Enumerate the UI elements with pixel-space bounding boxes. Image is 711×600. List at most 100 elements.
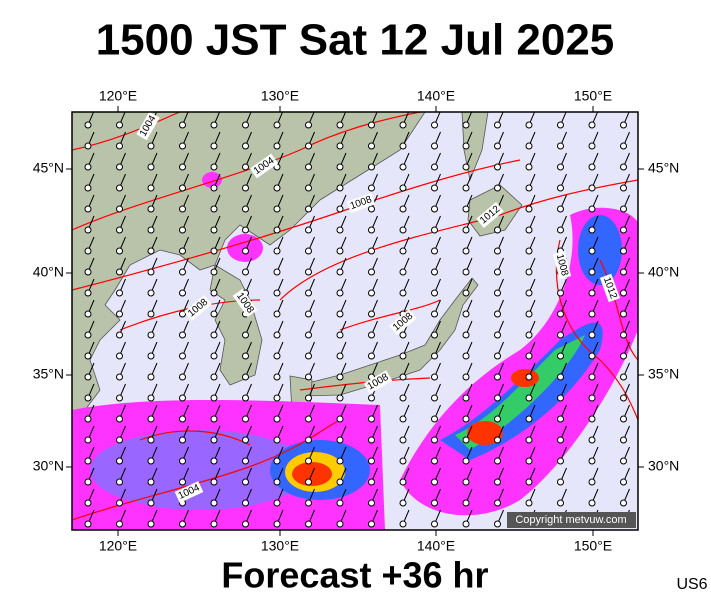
station-dot — [179, 436, 186, 444]
station — [305, 278, 315, 297]
station-dot — [305, 163, 312, 171]
station — [494, 236, 504, 255]
station — [305, 509, 315, 528]
station — [462, 488, 473, 507]
station — [431, 257, 441, 276]
station — [305, 341, 315, 360]
station-dot — [179, 394, 186, 402]
station — [273, 173, 284, 192]
station-dot — [116, 121, 123, 129]
station-dot — [431, 268, 438, 276]
station — [179, 236, 189, 255]
station — [557, 383, 567, 402]
station-dot — [525, 331, 533, 339]
station-dot — [588, 310, 596, 318]
station — [210, 194, 221, 213]
station-dot — [210, 247, 218, 255]
station — [462, 215, 473, 234]
station-dot — [116, 436, 123, 444]
station — [116, 509, 126, 528]
station — [620, 341, 630, 360]
station-dot — [431, 331, 438, 339]
station-dot — [147, 184, 155, 192]
station — [462, 194, 473, 213]
station — [336, 215, 347, 234]
station-dot — [210, 394, 218, 402]
station — [399, 173, 410, 192]
station — [399, 404, 410, 423]
station — [462, 236, 473, 255]
station-dot — [620, 142, 627, 150]
station-dot — [494, 520, 501, 528]
station-dot — [336, 121, 344, 129]
station — [84, 299, 95, 318]
station — [116, 152, 126, 171]
station — [273, 112, 284, 129]
station-dot — [210, 520, 218, 528]
station — [399, 446, 410, 465]
station-dot — [336, 331, 344, 339]
station-dot — [399, 163, 407, 171]
station-dot — [399, 415, 407, 423]
station — [210, 173, 221, 192]
station-dot — [494, 310, 501, 318]
station-dot — [431, 184, 438, 192]
station-dot — [494, 331, 501, 339]
station — [494, 509, 504, 528]
station — [242, 446, 252, 465]
station-dot — [588, 205, 596, 213]
station-dot — [620, 478, 627, 486]
station — [84, 173, 95, 192]
station-dot — [462, 331, 470, 339]
station — [557, 299, 567, 318]
station — [494, 383, 504, 402]
station-dot — [525, 121, 533, 129]
station — [494, 131, 504, 150]
station-dot — [336, 499, 344, 507]
station-dot — [431, 520, 438, 528]
station-dot — [399, 520, 407, 528]
station — [494, 467, 504, 486]
station-dot — [399, 268, 407, 276]
station — [462, 131, 473, 150]
station — [147, 509, 158, 528]
station-dot — [147, 226, 155, 234]
station — [588, 341, 599, 360]
station — [242, 362, 252, 381]
station-dot — [462, 415, 470, 423]
station-dot — [620, 394, 627, 402]
station — [588, 257, 599, 276]
station — [336, 383, 347, 402]
station-dot — [620, 310, 627, 318]
station — [588, 362, 599, 381]
lat-label: 35°N — [33, 366, 64, 382]
station — [273, 215, 284, 234]
station — [399, 467, 410, 486]
station-dot — [242, 436, 249, 444]
station-dot — [116, 415, 123, 423]
station — [399, 425, 410, 444]
station — [525, 362, 536, 381]
station — [368, 425, 378, 444]
station-dot — [620, 331, 627, 339]
station-dot — [242, 352, 249, 360]
station — [179, 131, 189, 150]
station — [84, 152, 95, 171]
station-dot — [210, 373, 218, 381]
station-dot — [210, 163, 218, 171]
station-dot — [494, 163, 501, 171]
station — [305, 425, 315, 444]
station-dot — [273, 436, 281, 444]
station — [588, 173, 599, 192]
station-dot — [336, 310, 344, 318]
station — [210, 467, 221, 486]
station — [84, 425, 95, 444]
station — [305, 383, 315, 402]
station — [336, 299, 347, 318]
station-dot — [399, 478, 407, 486]
station-dot — [620, 268, 627, 276]
station — [116, 112, 126, 129]
station — [462, 257, 473, 276]
station — [557, 446, 567, 465]
